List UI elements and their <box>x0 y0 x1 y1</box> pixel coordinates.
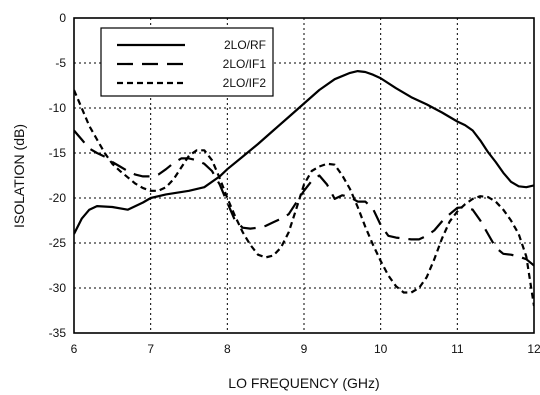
y-tick-labels: 0 -5 -10 -15 -20 -25 -30 -35 <box>49 11 67 340</box>
y-tick-label: -35 <box>49 326 67 340</box>
y-tick-label: 0 <box>59 11 66 25</box>
y-tick-label: -15 <box>49 146 67 160</box>
x-tick-label: 11 <box>451 342 464 356</box>
x-axis-title: LO FREQUENCY (GHz) <box>228 375 379 391</box>
series-lines <box>74 69 534 307</box>
legend-label: 2LO/RF <box>224 38 266 52</box>
y-tick-label: -30 <box>49 281 67 295</box>
legend: 2LO/RF 2LO/IF1 2LO/IF2 <box>100 27 274 97</box>
series-line-2lo-rf <box>74 69 534 235</box>
y-tick-label: -25 <box>49 236 67 250</box>
legend-label: 2LO/IF1 <box>223 57 267 71</box>
x-tick-label: 12 <box>527 342 540 356</box>
x-tick-label: 7 <box>147 342 154 356</box>
y-tick-label: -5 <box>55 56 66 70</box>
plot-frame <box>73 17 535 334</box>
x-tick-label: 9 <box>301 342 308 356</box>
y-tick-label: -10 <box>49 101 67 115</box>
series-line-2lo-if2 <box>74 89 534 307</box>
x-tick-labels: 6 7 8 9 10 11 12 <box>71 342 540 356</box>
y-axis-title: ISOLATION (dB) <box>11 124 27 228</box>
y-tick-label: -20 <box>49 191 67 205</box>
legend-label: 2LO/IF2 <box>223 76 267 90</box>
x-tick-label: 8 <box>224 342 231 356</box>
series-line-2lo-if1 <box>74 129 534 267</box>
x-tick-label: 10 <box>374 342 388 356</box>
x-tick-label: 6 <box>71 342 78 356</box>
legend-box <box>100 27 274 97</box>
